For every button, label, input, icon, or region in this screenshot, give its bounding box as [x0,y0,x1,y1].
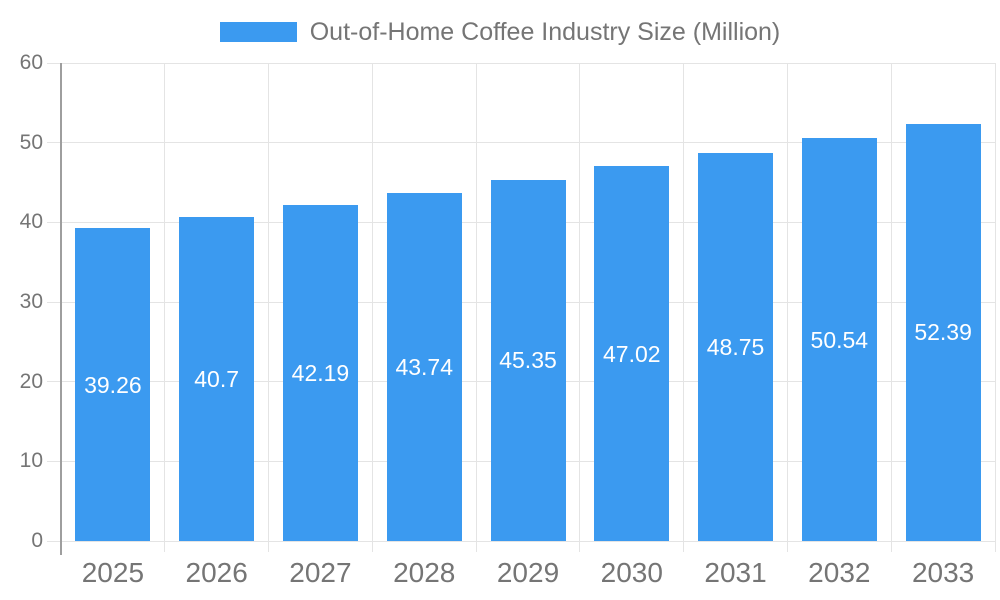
bar-value-label: 48.75 [706,333,765,360]
y-tick [47,460,61,462]
bar-value-label: 50.54 [810,326,869,353]
y-tick [47,381,61,383]
y-axis-line [60,63,62,555]
bar[interactable]: 52.39 [905,123,981,541]
bar-value-label: 42.19 [291,359,350,386]
bar-value-label: 45.35 [499,347,557,374]
y-tick [47,540,61,542]
y-tick [47,301,61,303]
bar[interactable]: 43.74 [386,192,462,541]
bar[interactable]: 45.35 [490,179,566,541]
x-axis-label: 2030 [600,557,663,588]
chart-legend: Out-of-Home Coffee Industry Size (Millio… [0,18,1000,46]
y-axis-label: 20 [19,369,43,393]
x-gridline [786,63,788,552]
y-gridline [61,62,995,64]
y-tick [47,221,61,223]
x-gridline [683,63,685,552]
legend-label: Out-of-Home Coffee Industry Size (Millio… [309,18,781,46]
x-axis-label: 2025 [81,557,145,588]
bar-value-label: 52.39 [914,319,972,346]
bar[interactable]: 48.75 [698,152,774,541]
bar[interactable]: 39.26 [75,228,151,541]
y-axis-label: 60 [19,51,43,74]
y-axis-label: 0 [31,529,43,552]
x-gridline [371,63,373,552]
bar[interactable]: 42.19 [282,204,358,541]
y-tick [47,62,61,64]
bar-value-label: 47.02 [602,340,661,367]
bar-value-label: 40.7 [194,365,240,392]
x-gridline [994,63,996,552]
x-gridline [268,63,270,552]
x-gridline [579,63,581,552]
y-axis-label: 30 [19,290,43,313]
x-axis-label: 2026 [185,557,248,588]
bar[interactable]: 40.7 [179,216,255,541]
y-axis-label: 50 [19,130,43,154]
bar[interactable]: 47.02 [594,166,670,541]
y-axis-label: 40 [19,210,43,234]
x-axis-label: 2028 [393,557,456,588]
legend-swatch [219,22,297,42]
x-gridline [890,63,892,552]
x-axis-label: 2031 [704,557,767,588]
x-gridline [475,63,477,552]
y-axis-label: 10 [19,449,43,473]
x-axis-label: 2027 [289,557,352,588]
bar-value-label: 39.26 [84,371,142,398]
y-tick [47,142,61,144]
bar[interactable]: 50.54 [801,138,877,541]
x-axis-label: 2029 [496,557,560,588]
y-gridline [61,540,995,542]
x-gridline [164,63,166,552]
bar-value-label: 43.74 [395,353,453,380]
x-axis-label: 2032 [808,557,871,588]
x-axis-label: 2033 [911,557,975,588]
y-gridline [61,142,995,144]
